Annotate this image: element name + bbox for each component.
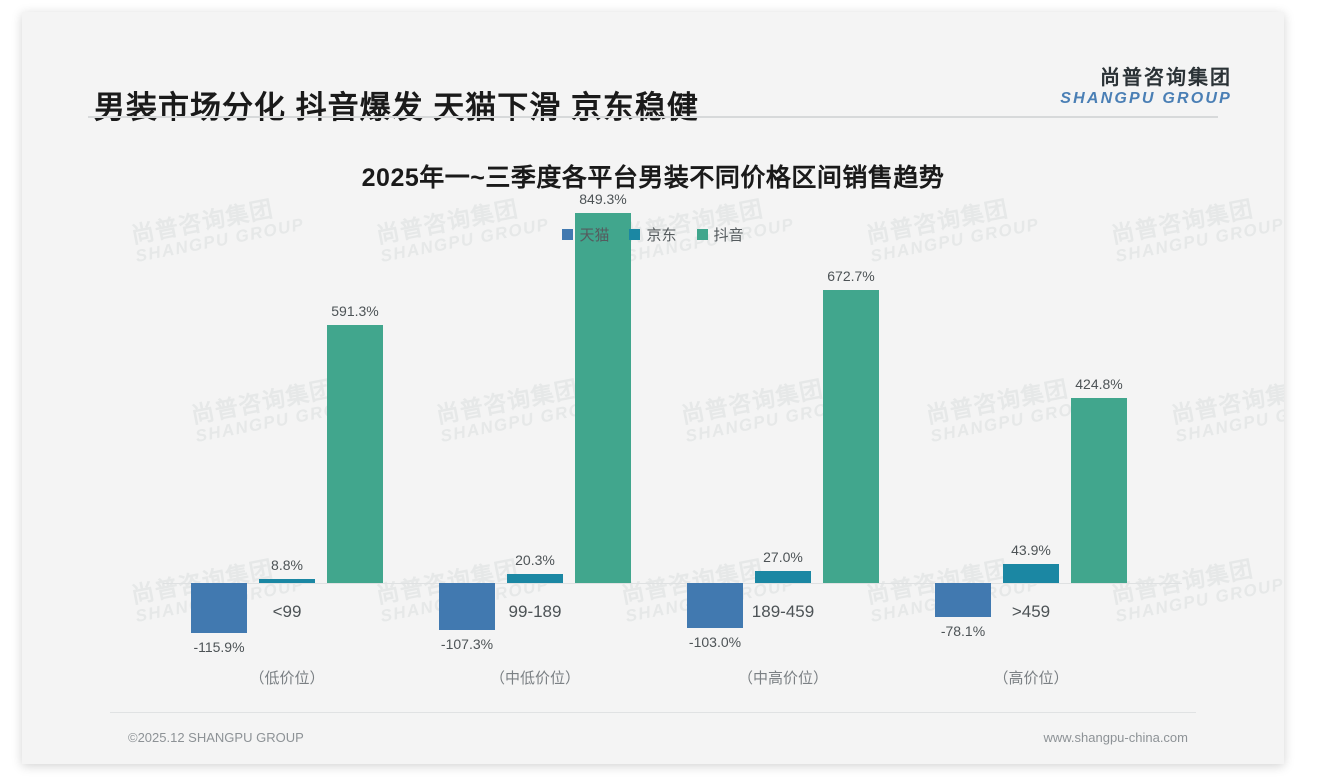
chart-legend: 天猫 京东 抖音: [22, 224, 1284, 245]
legend-item-1[interactable]: 京东: [629, 224, 677, 245]
bar-value-label: 43.9%: [1011, 541, 1051, 558]
brand-logo: 尚普咨询集团 SHANGPU GROUP: [1060, 68, 1232, 108]
bar-value-label: -115.9%: [193, 639, 245, 656]
legend-swatch-icon: [562, 229, 574, 240]
legend-label: 抖音: [713, 227, 744, 244]
footer-divider: [110, 712, 1196, 713]
chart-plot-area: -115.9% 8.8% 591.3% <99 （低价位） -107.3% 20.3% 849…: [22, 12, 1284, 764]
zero-baseline: [163, 583, 1182, 584]
bar-天猫-99-189[interactable]: [439, 583, 495, 630]
bar-京东-<99[interactable]: [259, 579, 315, 583]
legend-swatch-icon: [696, 229, 708, 240]
bar-value-label: 20.3%: [515, 552, 555, 569]
bar-group-2: -103.0% 27.0% 672.7% 189-459 （中高价位）: [659, 12, 907, 764]
bar-value-label: -78.1%: [940, 623, 986, 640]
logo-chinese-text: 尚普咨询集团: [1100, 67, 1232, 89]
legend-item-2[interactable]: 抖音: [696, 224, 744, 245]
price-tier-label-0: （低价位）: [249, 670, 325, 687]
bar-抖音-189-459[interactable]: [823, 289, 879, 583]
slide-canvas: 尚普咨询集团 SHANGPU GROUP 尚普咨询集团 SHANGPU GROUP 尚普…: [22, 12, 1284, 764]
bar-value-label: 27.0%: [763, 549, 803, 566]
bar-京东-189-459[interactable]: [755, 571, 811, 583]
category-label-3: >459: [1011, 602, 1051, 621]
bar-京东->459[interactable]: [1003, 563, 1059, 583]
bar-group-1: -107.3% 20.3% 849.3% 99-189 （中低价位）: [411, 12, 659, 764]
category-label-1: 99-189: [508, 602, 562, 621]
category-label-0: <99: [272, 602, 302, 621]
price-tier-label-2: （中高价位）: [737, 670, 828, 687]
logo-english-text: SHANGPU GROUP: [1060, 90, 1232, 107]
footer-copyright: ©2025.12 SHANGPU GROUP: [128, 730, 304, 745]
bar-抖音-99-189[interactable]: [575, 213, 631, 583]
footer-website: www.shangpu-china.com: [1043, 730, 1188, 745]
bar-value-label: 672.7%: [827, 267, 875, 284]
header-divider: [88, 116, 1218, 118]
bar-value-label: 849.3%: [579, 191, 627, 207]
bar-group-3: -78.1% 43.9% 424.8% >459 （高价位）: [907, 12, 1155, 764]
legend-label: 京东: [646, 227, 677, 244]
page-title: 男装市场分化 抖音爆发 天猫下滑 京东稳健: [94, 90, 699, 125]
bar-value-label: -103.0%: [688, 633, 742, 650]
bar-value-label: 8.8%: [271, 557, 303, 574]
price-tier-label-1: （中低价位）: [489, 670, 580, 687]
slide-header: 男装市场分化 抖音爆发 天猫下滑 京东稳健 尚普咨询集团 SHANGPU GRO…: [22, 12, 1284, 125]
bar-value-label: -107.3%: [440, 635, 494, 652]
bar-value-label: 591.3%: [331, 303, 379, 320]
bar-group-0: -115.9% 8.8% 591.3% <99 （低价位）: [163, 12, 411, 764]
bar-抖音-<99[interactable]: [327, 325, 383, 583]
legend-item-0[interactable]: 天猫: [562, 224, 609, 245]
legend-label: 天猫: [579, 227, 610, 244]
bar-天猫-189-459[interactable]: [687, 583, 743, 628]
chart-title: 2025年一~三季度各平台男装不同价格区间销售趋势: [361, 164, 945, 192]
bar-京东-99-189[interactable]: [507, 574, 563, 583]
bar-天猫->459[interactable]: [935, 583, 991, 618]
legend-swatch-icon: [629, 229, 641, 240]
bar-抖音->459[interactable]: [1071, 397, 1127, 583]
bar-value-label: 424.8%: [1075, 375, 1123, 392]
category-label-2: 189-459: [751, 602, 815, 621]
bar-天猫-<99[interactable]: [191, 583, 247, 634]
price-tier-label-3: （高价位）: [993, 670, 1069, 687]
